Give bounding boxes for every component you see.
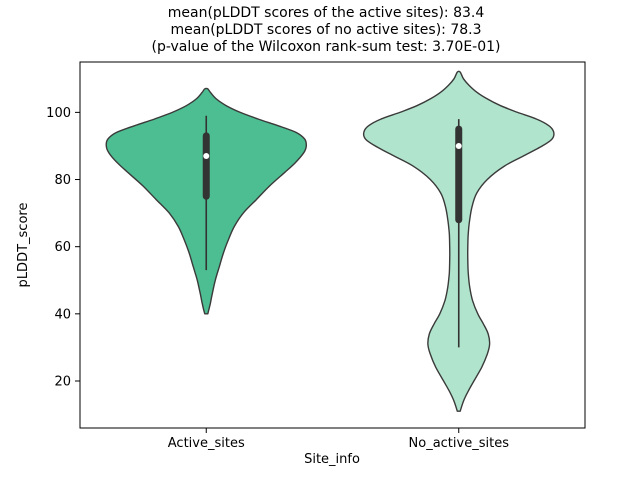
title-line-2: mean(pLDDT scores of no active sites): 7…: [171, 22, 482, 38]
x-tick-label: No_active_sites: [409, 436, 510, 451]
title-line-1: mean(pLDDT scores of the active sites): …: [168, 5, 485, 21]
violins: [105, 70, 555, 412]
axes: 20 40 60 80 100 Active_sites No_active_sites: [46, 61, 586, 451]
chart-title: mean(pLDDT scores of the active sites): …: [152, 5, 501, 55]
x-axis-label: Site_info: [304, 452, 360, 467]
x-tick-label: Active_sites: [168, 436, 245, 451]
y-tick-label: 20: [54, 374, 71, 389]
plot-frame: [79, 61, 586, 429]
median-dot-no_active_sites: [455, 142, 462, 149]
y-tick-label: 60: [54, 240, 71, 255]
y-tick-label: 80: [54, 173, 71, 188]
median-dot-active_sites: [203, 153, 210, 160]
y-axis-label: pLDDT_score: [16, 203, 31, 288]
title-line-3: (p-value of the Wilcoxon rank-sum test: …: [152, 39, 501, 55]
y-tick-label: 40: [54, 307, 71, 322]
y-tick-label: 100: [46, 106, 71, 121]
